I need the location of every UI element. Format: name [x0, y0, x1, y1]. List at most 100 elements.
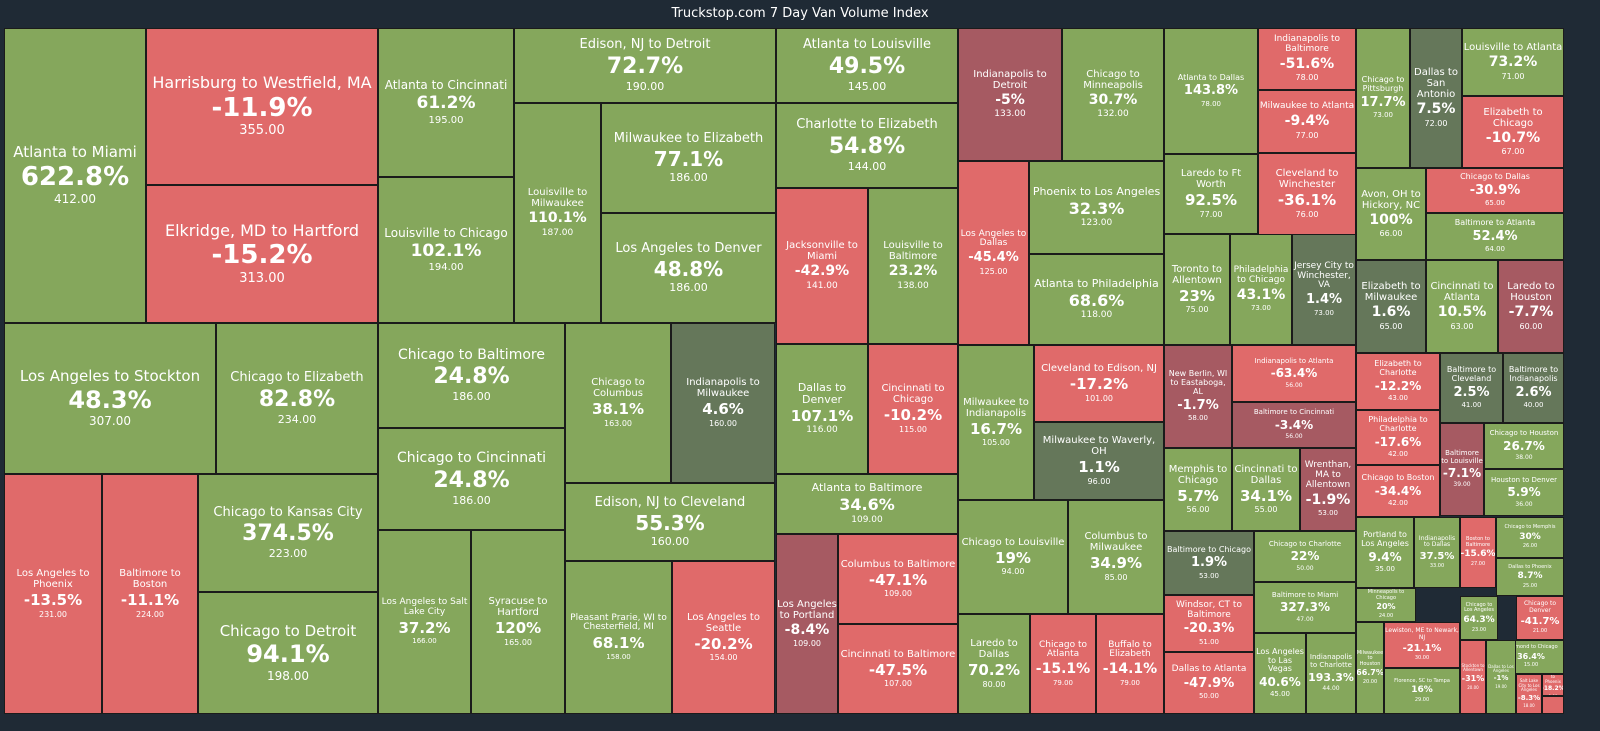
- treemap-tile[interactable]: Baltimore to Atlanta 52.4% 64.00: [1426, 213, 1564, 260]
- treemap-tile[interactable]: Jacksonville to Miami -42.9% 141.00: [776, 188, 868, 344]
- treemap-tile[interactable]: Chicago to Baltimore 24.8% 186.00: [378, 323, 565, 428]
- treemap-tile[interactable]: Baltimore to Indianapolis 2.6% 40.00: [1503, 353, 1564, 423]
- treemap-tile[interactable]: Laredo to Ft Worth 92.5% 77.00: [1164, 154, 1258, 234]
- treemap-tile[interactable]: Portland to Los Angeles 9.4% 35.00: [1356, 517, 1414, 588]
- treemap-tile[interactable]: Boston to Baltimore -15.6% 27.00: [1460, 517, 1496, 588]
- treemap-tile[interactable]: Baltimore to Chicago 1.9% 53.00: [1164, 531, 1254, 595]
- treemap-tile[interactable]: Philadelphia to Chicago 43.1% 73.00: [1230, 234, 1292, 345]
- treemap-tile[interactable]: Laredo to Dallas 70.2% 80.00: [958, 614, 1030, 714]
- treemap-tile[interactable]: Indianapolis to Charlotte 193.3% 44.00: [1306, 633, 1356, 714]
- treemap-tile[interactable]: Dallas to San Antonio 7.5% 72.00: [1410, 28, 1462, 168]
- treemap-tile[interactable]: Baltimore to Miami 327.3% 47.00: [1254, 582, 1356, 633]
- treemap-tile[interactable]: Memphis to Chicago 5.7% 56.00: [1164, 448, 1232, 531]
- treemap-tile[interactable]: Baltimore to Louisville -7.1% 39.00: [1440, 423, 1484, 516]
- treemap-tile[interactable]: Pleasant Prarie, WI to Chesterfield, MI 6…: [565, 561, 672, 714]
- treemap-tile[interactable]: Baltimore to Boston -11.1% 224.00: [102, 474, 198, 714]
- treemap-tile[interactable]: Lewiston, ME to Newark, NJ -21.1% 30.00: [1384, 622, 1460, 668]
- treemap-tile[interactable]: Milwaukee to Indianapolis 16.7% 105.00: [958, 345, 1034, 500]
- treemap-tile[interactable]: Baltimore to Cincinnati -3.4% 56.00: [1232, 402, 1356, 448]
- treemap-tile[interactable]: Cleveland to Winchester -36.1% 76.00: [1258, 153, 1356, 235]
- treemap-tile[interactable]: Atlanta to Philadelphia 68.6% 118.00: [1029, 254, 1164, 345]
- treemap-tile[interactable]: Chicago to Louisville 19% 94.00: [958, 500, 1068, 614]
- treemap-tile[interactable]: Chicago to Kansas City 374.5% 223.00: [198, 474, 378, 592]
- treemap-tile[interactable]: Indianapolis to Atlanta -63.4% 56.00: [1232, 345, 1356, 402]
- treemap-tile[interactable]: Chicago to Elizabeth 82.8% 234.00: [216, 323, 378, 474]
- treemap-tile[interactable]: Atlanta to Miami 622.8% 412.00: [4, 28, 146, 323]
- treemap-tile[interactable]: Buffalo to Elizabeth -14.1% 79.00: [1096, 614, 1164, 714]
- treemap-tile[interactable]: [1542, 696, 1564, 714]
- treemap-tile[interactable]: Houston to Denver 5.9% 36.00: [1484, 469, 1564, 516]
- treemap-tile[interactable]: Los Angeles to Dallas -45.4% 125.00: [958, 161, 1029, 345]
- treemap-tile[interactable]: Louisville to Milwaukee 110.1% 187.00: [514, 103, 601, 323]
- treemap-tile[interactable]: Minneapolis to Chicago 20% 24.00: [1356, 588, 1416, 622]
- treemap-tile[interactable]: Cincinnati to Baltimore -47.5% 107.00: [838, 624, 958, 714]
- treemap-tile[interactable]: Los Angeles to Seattle -20.2% 154.00: [672, 561, 775, 714]
- treemap-tile[interactable]: Atlanta to Louisville 49.5% 145.00: [776, 28, 958, 103]
- treemap-tile[interactable]: Cincinnati to Chicago -10.2% 115.00: [868, 344, 958, 474]
- treemap-tile[interactable]: New Berlin, WI to Eastaboga, AL -1.7% 58.0…: [1164, 345, 1232, 448]
- treemap-tile[interactable]: Chicago to Detroit 94.1% 198.00: [198, 592, 378, 714]
- treemap-tile[interactable]: Indianapolis to Milwaukee 4.6% 160.00: [671, 323, 775, 483]
- treemap-tile[interactable]: Los Angeles to Stockton 48.3% 307.00: [4, 323, 216, 474]
- treemap-tile[interactable]: Wrenthan, MA to Allentown -1.9% 53.00: [1300, 448, 1356, 531]
- treemap-tile[interactable]: Louisville to Baltimore 23.2% 138.00: [868, 188, 958, 344]
- treemap-tile[interactable]: Milwaukee to Elizabeth 77.1% 186.00: [601, 103, 776, 213]
- treemap-tile[interactable]: Indianapolis to Dallas 37.5% 33.00: [1414, 517, 1460, 588]
- treemap-tile[interactable]: Chicago to Cincinnati 24.8% 186.00: [378, 428, 565, 530]
- treemap-tile[interactable]: Elizabeth to Charlotte -12.2% 43.00: [1356, 353, 1440, 410]
- treemap-tile[interactable]: Chicago to Columbus 38.1% 163.00: [565, 323, 671, 483]
- treemap-tile[interactable]: Chicago to Memphis 30% 26.00: [1496, 517, 1564, 558]
- treemap-tile[interactable]: Columbus to Baltimore -47.1% 109.00: [838, 534, 958, 624]
- treemap-tile[interactable]: Atlanta to Cincinnati 61.2% 195.00: [378, 28, 514, 177]
- treemap-tile[interactable]: Chicago to Atlanta -15.1% 79.00: [1030, 614, 1096, 714]
- treemap-tile[interactable]: Milwaukee to Waverly, OH 1.1% 96.00: [1034, 422, 1164, 500]
- treemap-tile[interactable]: Louisville to Chicago 102.1% 194.00: [378, 177, 514, 323]
- treemap-tile[interactable]: Chicago to Phoenix-18.2%9.00: [1542, 674, 1564, 696]
- treemap-tile[interactable]: Chicago to Charlotte 22% 50.00: [1254, 531, 1356, 582]
- treemap-tile[interactable]: Chicago to Denver -41.7% 21.00: [1516, 596, 1564, 640]
- treemap-tile[interactable]: Laredo to Houston -7.7% 60.00: [1498, 260, 1564, 353]
- treemap-tile[interactable]: Chicago to Houston 26.7% 38.00: [1484, 423, 1564, 469]
- treemap-tile[interactable]: Atlanta to Baltimore 34.6% 109.00: [776, 474, 958, 534]
- treemap-tile[interactable]: Dallas to Atlanta -47.9% 50.00: [1164, 652, 1254, 714]
- treemap-tile[interactable]: Dallas to Los Angeles -1% 19.00: [1486, 640, 1516, 714]
- treemap-tile[interactable]: Chicago to Los Angeles 64.3% 23.00: [1460, 596, 1498, 640]
- treemap-tile[interactable]: Philadelphia to Charlotte -17.6% 42.00: [1356, 410, 1440, 465]
- treemap-tile[interactable]: Florence, SC to Tampa 16% 29.00: [1384, 668, 1460, 714]
- treemap-tile[interactable]: Cincinnati to Atlanta 10.5% 63.00: [1426, 260, 1498, 353]
- treemap-tile[interactable]: Cincinnati to Dallas 34.1% 55.00: [1232, 448, 1300, 531]
- treemap-tile[interactable]: Phoenix to Los Angeles 32.3% 123.00: [1029, 161, 1164, 254]
- treemap-tile[interactable]: Cleveland to Edison, NJ -17.2% 101.00: [1034, 345, 1164, 422]
- treemap-tile[interactable]: Jersey City to Winchester, VA 1.4% 73.00: [1292, 234, 1356, 345]
- treemap-tile[interactable]: Los Angeles to Phoenix -13.5% 231.00: [4, 474, 102, 714]
- treemap-tile[interactable]: Los Angeles to Denver 48.8% 186.00: [601, 213, 776, 323]
- treemap-tile[interactable]: Chicago to Dallas -30.9% 65.00: [1426, 168, 1564, 213]
- treemap-tile[interactable]: Windsor, CT to Baltimore -20.3% 51.00: [1164, 595, 1254, 652]
- treemap-tile[interactable]: Columbus to Milwaukee 34.9% 85.00: [1068, 500, 1164, 614]
- treemap-tile[interactable]: Elizabeth to Milwaukee 1.6% 65.00: [1356, 260, 1426, 353]
- treemap-tile[interactable]: Atlanta to Dallas 143.8% 78.00: [1164, 28, 1258, 154]
- treemap-tile[interactable]: Edison, NJ to Detroit 72.7% 190.00: [514, 28, 776, 103]
- treemap-tile[interactable]: Toronto to Allentown 23% 75.00: [1164, 234, 1230, 345]
- treemap-tile[interactable]: Dallas to Denver 107.1% 116.00: [776, 344, 868, 474]
- treemap-tile[interactable]: Harrisburg to Westfield, MA -11.9% 355.00: [146, 28, 378, 185]
- treemap-tile[interactable]: Los Angeles to Las Vegas 40.6% 45.00: [1254, 633, 1306, 714]
- treemap-tile[interactable]: Stockton to Allentown -31% 20.00: [1460, 640, 1486, 714]
- treemap-tile[interactable]: Charlotte to Elizabeth 54.8% 144.00: [776, 103, 958, 188]
- treemap-tile[interactable]: Dallas to Phoenix 8.7% 25.00: [1496, 558, 1564, 596]
- treemap-tile[interactable]: Milwaukee to Houston 66.7% 20.00: [1356, 622, 1384, 714]
- treemap-tile[interactable]: Salt Lake City to Los Angeles -8.3% 18.00: [1516, 674, 1542, 714]
- treemap-tile[interactable]: Avon, OH to Hickory, NC 100% 66.00: [1356, 168, 1426, 260]
- treemap-tile[interactable]: Elkridge, MD to Hartford -15.2% 313.00: [146, 185, 378, 323]
- treemap-tile[interactable]: Elizabeth to Chicago -10.7% 67.00: [1462, 96, 1564, 168]
- treemap-tile[interactable]: Indianapolis to Baltimore -51.6% 78.00: [1258, 28, 1356, 90]
- treemap-tile[interactable]: Edison, NJ to Cleveland 55.3% 160.00: [565, 483, 775, 561]
- treemap-tile[interactable]: Chicago to Pittsburgh 17.7% 73.00: [1356, 28, 1410, 168]
- treemap-tile[interactable]: Chicago to Minneapolis 30.7% 132.00: [1062, 28, 1164, 161]
- treemap-tile[interactable]: Syracuse to Hartford 120% 165.00: [471, 530, 565, 714]
- treemap-tile[interactable]: Los Angeles to Portland -8.4% 109.00: [776, 534, 838, 714]
- treemap-tile[interactable]: Baltimore to Cleveland 2.5% 41.00: [1440, 353, 1503, 423]
- treemap-tile[interactable]: Indianapolis to Detroit -5% 133.00: [958, 28, 1062, 161]
- treemap-tile[interactable]: Louisville to Atlanta 73.2% 71.00: [1462, 28, 1564, 96]
- treemap-tile[interactable]: Los Angeles to Salt Lake City 37.2% 166.00: [378, 530, 471, 714]
